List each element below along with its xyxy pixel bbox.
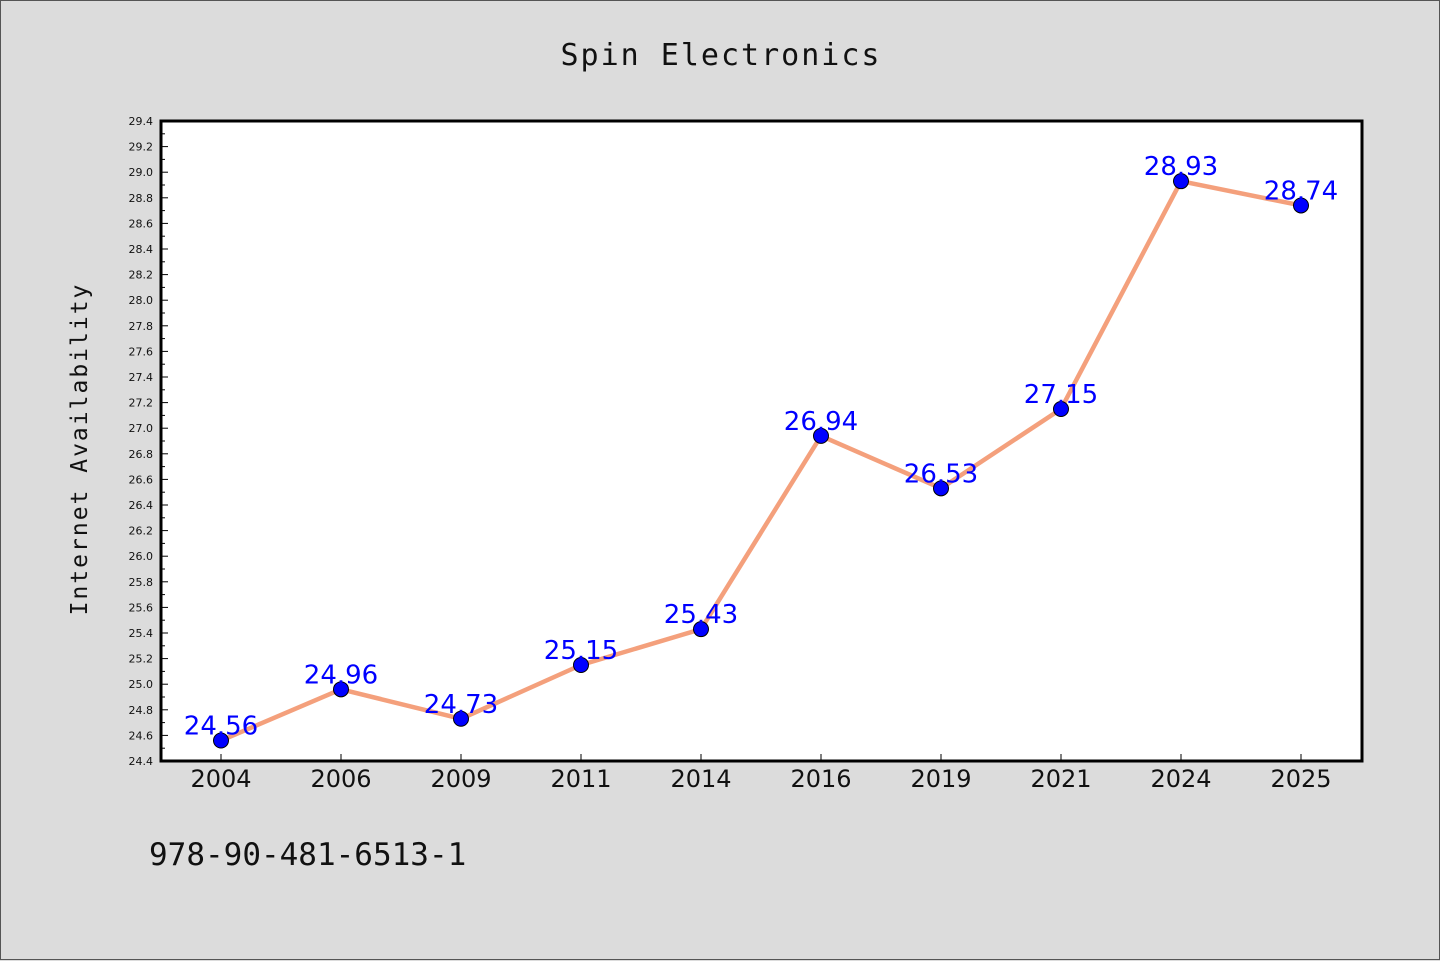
y-tick-label: 26.8	[129, 448, 154, 461]
series-line	[220, 178, 1302, 743]
x-tick-label: 2024	[1150, 765, 1211, 793]
data-label: 24.56	[184, 712, 258, 742]
y-tick-label: 27.2	[129, 397, 154, 410]
y-tick-label: 25.6	[129, 601, 154, 614]
x-tick-label: 2019	[910, 765, 971, 793]
x-axis-ticks: 2004 2006 2009 2011 2014 2016 2019 2021 2024 2025	[190, 754, 1332, 793]
chart-title: Spin Electronics	[561, 38, 882, 73]
x-tick-label: 2021	[1030, 765, 1091, 793]
data-label: 24.73	[424, 690, 498, 720]
data-label: 26.94	[784, 407, 858, 437]
series-line-group	[220, 178, 1302, 743]
y-tick-label: 25.0	[129, 678, 154, 691]
y-tick-label: 27.4	[129, 371, 154, 384]
data-point	[693, 621, 709, 638]
y-tick-label: 27.8	[129, 320, 154, 333]
y-tick-label: 26.6	[129, 473, 154, 486]
data-point	[333, 681, 349, 698]
y-tick-label: 26.0	[129, 550, 154, 563]
y-tick-label: 24.4	[129, 755, 154, 768]
data-label: 25.43	[664, 600, 738, 630]
y-tick-label: 28.0	[129, 294, 154, 307]
data-point	[573, 657, 589, 673]
data-point	[933, 480, 949, 497]
data-label: 28.93	[1144, 152, 1218, 182]
data-label: 24.96	[304, 660, 378, 690]
y-axis-label: Internet Availability	[67, 283, 93, 616]
data-labels: 24.56 24.96 24.73 25.15 25.43 26.94 26.53 27.15…	[184, 152, 1338, 741]
y-axis-ticks: 24.4 24.6 24.8 25.0 25.2 25.4 25.6 25.8 26.0 26.2…	[129, 115, 168, 768]
y-tick-label: 27.0	[129, 422, 154, 435]
isbn-text: 978-90-481-6513-1	[149, 837, 466, 873]
y-tick-label: 26.2	[129, 525, 154, 538]
y-tick-label: 28.2	[129, 269, 154, 282]
data-point	[213, 732, 229, 749]
x-tick-label: 2025	[1270, 765, 1331, 793]
x-tick-label: 2006	[310, 765, 371, 793]
y-tick-label: 28.6	[129, 217, 154, 230]
y-tick-label: 29.0	[129, 166, 154, 179]
data-point	[1053, 401, 1069, 417]
x-tick-label: 2004	[190, 765, 251, 793]
y-tick-label: 29.2	[129, 141, 154, 154]
y-tick-label: 25.4	[129, 627, 154, 640]
x-tick-label: 2014	[670, 765, 731, 793]
data-label: 27.15	[1024, 380, 1098, 410]
y-tick-label: 28.8	[129, 192, 154, 205]
data-label: 25.15	[544, 636, 618, 666]
data-point	[453, 710, 469, 727]
data-point	[1173, 173, 1189, 190]
y-tick-label: 24.6	[129, 729, 154, 742]
data-label: 28.74	[1264, 176, 1338, 206]
data-markers	[213, 173, 1309, 749]
y-tick-label: 25.2	[129, 653, 154, 666]
y-tick-label: 25.8	[129, 576, 154, 589]
x-tick-label: 2016	[790, 765, 851, 793]
x-tick-label: 2011	[550, 765, 611, 793]
x-tick-label: 2009	[430, 765, 491, 793]
y-tick-label: 27.6	[129, 345, 154, 358]
y-tick-label: 28.4	[129, 243, 154, 256]
data-point	[1293, 197, 1309, 214]
y-tick-label: 26.4	[129, 499, 154, 512]
data-point	[813, 427, 829, 444]
data-label: 26.53	[904, 459, 978, 489]
y-tick-label: 29.4	[129, 115, 154, 128]
y-tick-label: 24.8	[129, 704, 154, 717]
plot-area	[159, 119, 1364, 763]
